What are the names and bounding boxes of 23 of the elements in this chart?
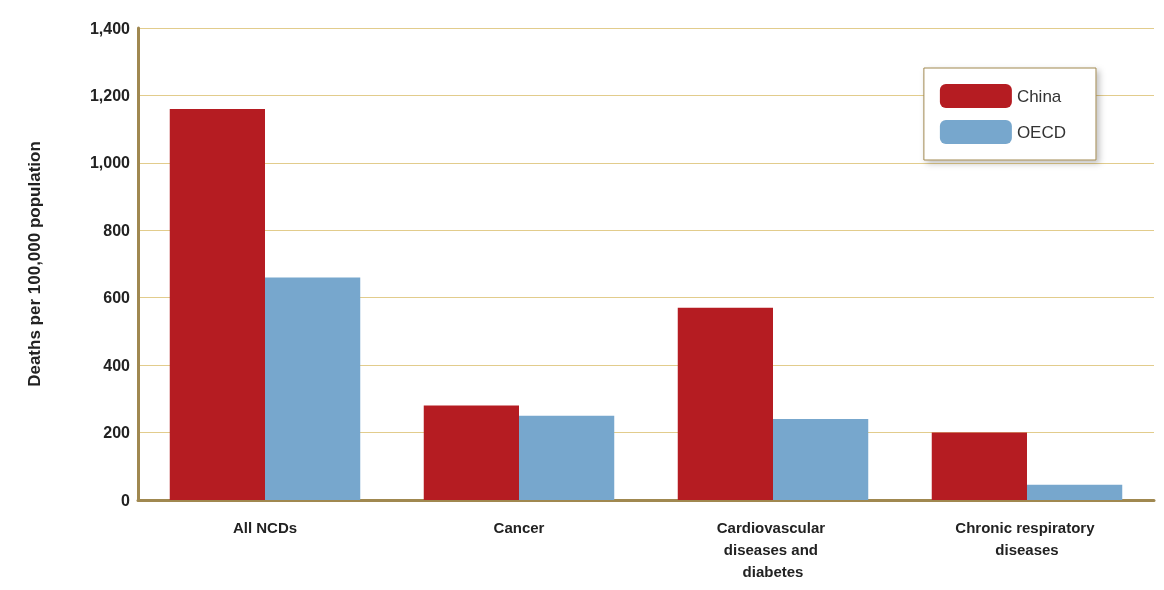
- y-tick-label: 1,200: [89, 86, 131, 104]
- y-tick-label: 600: [103, 289, 131, 307]
- bar: [677, 307, 773, 500]
- x-tick-label: Chronic respiratory diseases: [955, 518, 1099, 558]
- legend-label: OECD: [1016, 122, 1067, 142]
- y-tick-label: 800: [103, 221, 131, 239]
- legend-label: China: [1016, 86, 1062, 106]
- x-tick-label: Cardiovascular diseases and diabetes: [716, 518, 830, 580]
- bar: [423, 405, 519, 500]
- y-tick-label: 0: [121, 491, 131, 509]
- y-tick-label: 200: [103, 424, 131, 442]
- bar: [519, 415, 615, 500]
- y-axis-title: Deaths per 100,000 population: [25, 141, 44, 387]
- x-tick-label: Cancer: [493, 518, 545, 536]
- y-tick-label: 1,000: [89, 154, 131, 172]
- x-tick-label: All NCDs: [232, 518, 298, 536]
- y-tick-label: 400: [103, 356, 131, 374]
- bar: [265, 277, 361, 500]
- y-tick-label: 1,400: [89, 19, 131, 37]
- bar: [773, 419, 869, 500]
- bar: [169, 108, 265, 500]
- bar: [1027, 484, 1123, 500]
- bar: [931, 432, 1027, 500]
